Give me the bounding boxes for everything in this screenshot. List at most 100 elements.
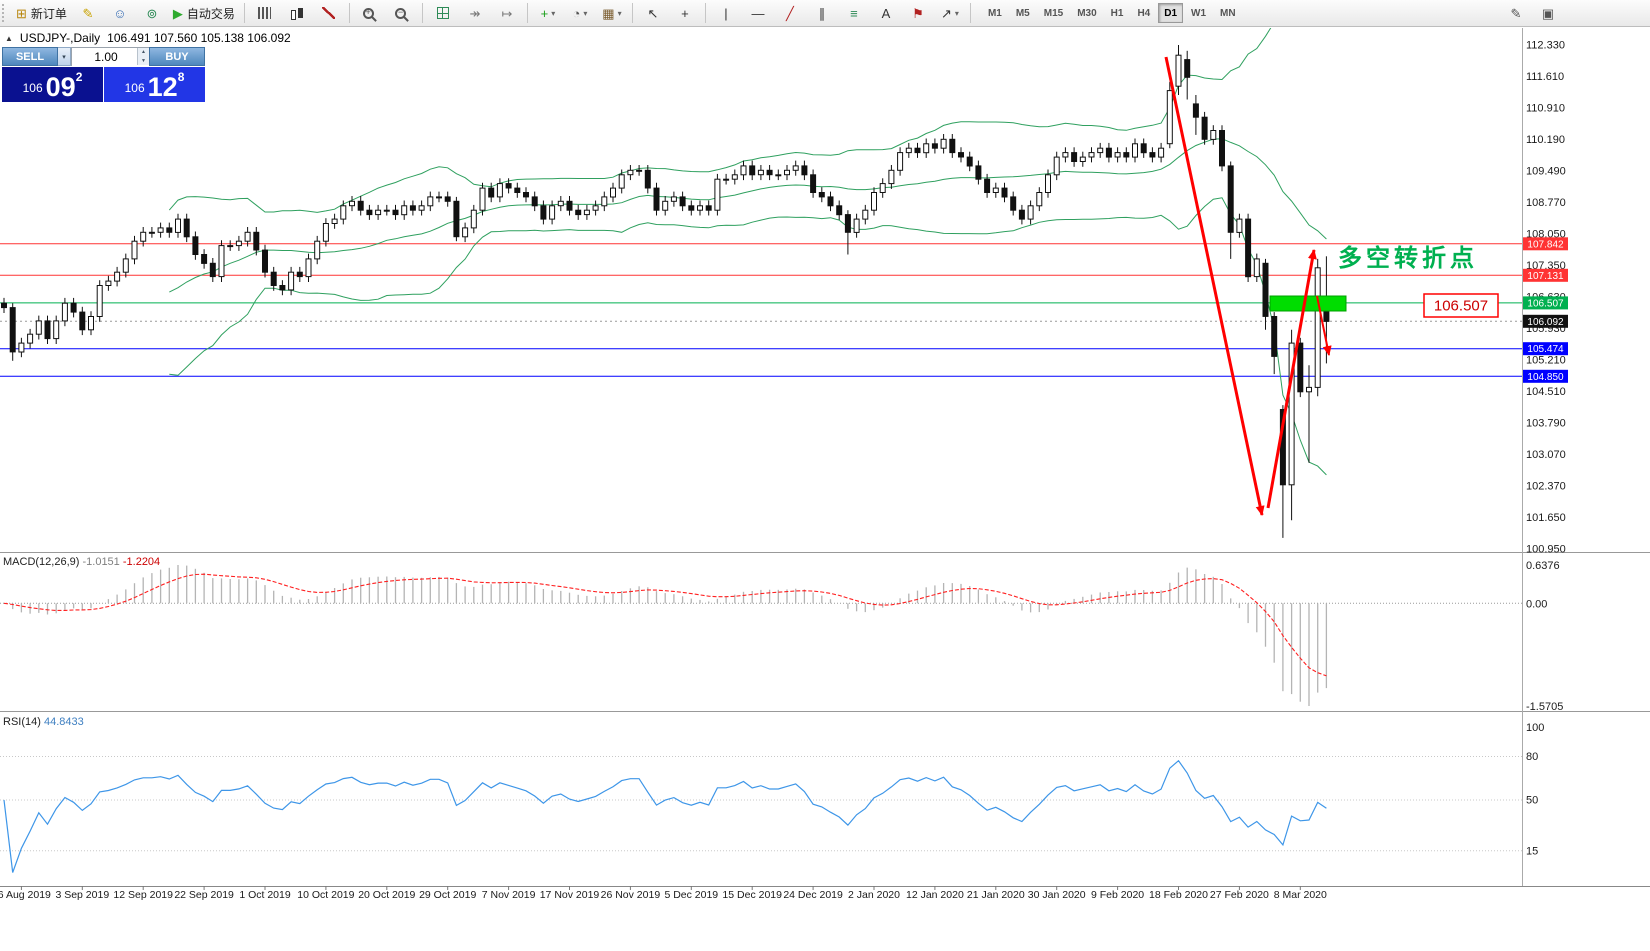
- bar-chart-type-button[interactable]: [250, 1, 280, 25]
- buy-button[interactable]: BUY: [149, 47, 205, 66]
- timeframe-d1-button[interactable]: D1: [1158, 3, 1184, 23]
- line-chart-type-icon: [322, 7, 336, 19]
- sep-4: [526, 3, 528, 23]
- horizontal-line-icon: —: [751, 5, 765, 21]
- new-order-icon: ⊞: [16, 5, 27, 21]
- trend-arrow-2[interactable]: [1266, 249, 1317, 509]
- sell-options-caret-icon[interactable]: ▾: [58, 47, 71, 66]
- sep-7: [969, 3, 971, 23]
- cursor-icon: ↖: [647, 5, 659, 21]
- sell-button[interactable]: SELL: [2, 47, 58, 66]
- market-button[interactable]: ⊚: [137, 1, 167, 25]
- arrows-button[interactable]: ↗ ▾: [935, 1, 965, 25]
- crosshair-button[interactable]: +: [670, 1, 700, 25]
- volume-down-icon[interactable]: ▼: [138, 56, 149, 65]
- axis-price-tag-label: 105.474: [1527, 344, 1564, 355]
- sep-1: [243, 3, 245, 23]
- fibonacci-button[interactable]: ≡: [839, 1, 869, 25]
- horizontal-line-button[interactable]: —: [743, 1, 773, 25]
- date-axis-label: 20 Oct 2019: [358, 889, 415, 901]
- timeframe-m15-button[interactable]: M15: [1043, 7, 1064, 19]
- tile-windows-button[interactable]: [428, 1, 458, 25]
- periods-button[interactable]: ◔ ▾: [565, 1, 595, 25]
- trend-arrow-3[interactable]: [1316, 295, 1332, 356]
- chart-shift-button[interactable]: ↦: [492, 1, 522, 25]
- label-button[interactable]: ⚑: [903, 1, 933, 25]
- rsi-line: [3, 759, 1327, 873]
- trendline-icon: ╱: [786, 5, 794, 21]
- volume-spinner[interactable]: ▲ ▼: [137, 48, 149, 65]
- collapse-panel-icon[interactable]: ▲: [5, 33, 13, 43]
- buy-price-pips: 12: [147, 72, 178, 102]
- new-order-button[interactable]: ⊞ 新订单: [12, 1, 71, 25]
- buy-price-box[interactable]: 106 12 8: [104, 67, 205, 102]
- timeframe-w1-button[interactable]: W1: [1191, 7, 1207, 19]
- rsi-axis-label-80: 80: [1526, 751, 1538, 763]
- sell-price-box[interactable]: 106 09 2: [2, 67, 103, 102]
- chart-header: ▲ USDJPY-,Daily 106.491 107.560 105.138 …: [5, 31, 291, 45]
- price-axis-label: 104.510: [1526, 386, 1566, 398]
- community-button[interactable]: ☺: [105, 1, 135, 25]
- price-axis-label: 103.070: [1526, 449, 1566, 461]
- chart-shift-icon: ↦: [501, 5, 513, 21]
- price-axis-label: 105.210: [1526, 355, 1566, 367]
- sep-2: [348, 3, 350, 23]
- auto-scroll-button[interactable]: ↠: [460, 1, 490, 25]
- volume-up-icon[interactable]: ▲: [138, 48, 149, 57]
- indicators-button[interactable]: + ▾: [533, 1, 563, 25]
- turning-point-annotation[interactable]: 多空转折点: [1338, 244, 1478, 272]
- timeframe-mn-button[interactable]: MN: [1220, 7, 1236, 19]
- price-axis-label: 100.950: [1526, 544, 1566, 556]
- date-axis-label: 12 Jan 2020: [906, 889, 964, 901]
- axis-price-tag-107.131: [1523, 268, 1568, 282]
- tile-windows-icon: [436, 7, 449, 19]
- timeframe-toolbar: M1 M5 M15 M30 H1 H4 D1 W1 MN: [981, 3, 1243, 23]
- data-window-icon: ▣: [1541, 5, 1555, 21]
- date-axis-label: 12 Sep 2019: [113, 889, 173, 901]
- data-window-button[interactable]: ▣: [1533, 1, 1563, 25]
- chevron-down-icon: ▾: [583, 8, 588, 18]
- zoom-out-button[interactable]: [387, 1, 417, 25]
- indicators-icon: +: [540, 5, 549, 21]
- axis-price-tag-label: 106.092: [1527, 317, 1564, 328]
- price-axis: 112.330 111.610 110.910 110.190 109.490 108.7…: [1523, 40, 1568, 556]
- date-axis-label: 26 Aug 2019: [0, 889, 51, 901]
- text-button[interactable]: A: [871, 1, 901, 25]
- date-axis-label: 18 Feb 2020: [1149, 889, 1208, 901]
- cursor-button[interactable]: ↖: [638, 1, 668, 25]
- bar-chart-type-icon: [258, 7, 272, 19]
- auto-trading-button[interactable]: ▶ 自动交易: [169, 1, 239, 25]
- timeframe-h1-button[interactable]: H1: [1110, 7, 1124, 19]
- timeframe-m1-button[interactable]: M1: [987, 7, 1002, 19]
- edit-chart-button[interactable]: ✎: [1501, 1, 1531, 25]
- mql-editor-button[interactable]: ✎: [73, 1, 103, 25]
- price-tag-text: 106.507: [1434, 298, 1488, 315]
- volume-input[interactable]: [72, 48, 149, 66]
- trend-arrow-1[interactable]: [1164, 56, 1265, 516]
- trendline-button[interactable]: ╱: [775, 1, 805, 25]
- new-order-button-label: 新订单: [30, 6, 67, 21]
- chart-annotations[interactable]: 多空转折点 106.507: [1164, 56, 1499, 516]
- zoom-out-icon: [394, 7, 406, 19]
- templates-button[interactable]: ▦ ▾: [597, 1, 627, 25]
- macd-signal-line: [3, 573, 1327, 677]
- timeframe-h4-button[interactable]: H4: [1137, 7, 1151, 19]
- price-tag-frame[interactable]: [1423, 293, 1499, 318]
- zoom-in-icon: [362, 7, 374, 19]
- candlestick-series: [1, 45, 1330, 538]
- zoom-in-button[interactable]: [355, 1, 385, 25]
- auto-trading-button-label: 自动交易: [186, 6, 235, 21]
- candlestick-chart-type-button[interactable]: [282, 1, 312, 25]
- main-chart-area[interactable]: [0, 0, 1522, 538]
- timeframe-m30-button[interactable]: M30: [1077, 7, 1097, 19]
- highlight-zone-box[interactable]: [1269, 295, 1347, 312]
- periods-icon: ◔: [572, 5, 581, 21]
- axis-price-tag-106.507: [1523, 296, 1568, 310]
- vertical-line-button[interactable]: |: [711, 1, 741, 25]
- timeframe-m5-button[interactable]: M5: [1015, 7, 1030, 19]
- channel-button[interactable]: ∥: [807, 1, 837, 25]
- line-chart-type-button[interactable]: [314, 1, 344, 25]
- bollinger-upper-band: [168, 28, 1272, 213]
